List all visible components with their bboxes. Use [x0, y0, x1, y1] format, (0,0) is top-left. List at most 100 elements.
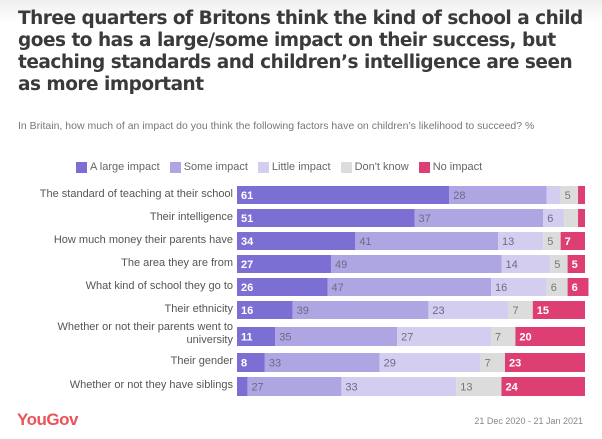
bar-row: 27 33 13 24 — [237, 377, 585, 396]
legend-label: Some impact — [183, 161, 248, 173]
data-label: 5 — [554, 259, 560, 271]
legend-label: Little impact — [271, 161, 331, 173]
bar-segment — [397, 327, 492, 346]
data-label: 23 — [432, 305, 444, 317]
data-label: 37 — [418, 213, 430, 225]
bar-segment — [449, 186, 547, 204]
bar-segment — [504, 353, 585, 372]
bar-segment — [578, 186, 585, 204]
legend-label: No impact — [432, 161, 483, 173]
bar-segment — [560, 186, 579, 204]
chart-title: Three quarters of Britons think the kind… — [18, 8, 583, 95]
legend-item[interactable]: Little impact — [257, 161, 331, 173]
bar-segment — [264, 353, 380, 372]
data-label: 35 — [279, 332, 291, 344]
category-label: Their intelligence — [149, 211, 233, 223]
legend-swatch — [257, 161, 269, 173]
data-label: 7 — [512, 305, 518, 317]
data-label: 16 — [495, 282, 507, 294]
bar-segment — [543, 232, 561, 250]
bar-segment — [237, 278, 328, 296]
data-label: 11 — [241, 332, 253, 344]
data-label: 41 — [359, 236, 371, 248]
category-label: Their gender — [170, 355, 233, 367]
bar-segment — [292, 301, 429, 319]
data-label: 29 — [384, 358, 396, 370]
bar-segment — [567, 278, 589, 296]
data-label: 20 — [519, 332, 531, 344]
data-label: 14 — [505, 259, 517, 271]
legend-swatch — [169, 161, 181, 173]
category-label: Whether or not they have siblings — [69, 379, 233, 391]
category-label: What kind of school they go to — [85, 280, 233, 292]
bar-segment — [567, 255, 585, 273]
bar-row: 27 49 14 5 5 — [237, 255, 585, 273]
data-label: 26 — [241, 282, 253, 294]
category-label: The standard of teaching at their school — [39, 188, 233, 200]
bar-segment — [355, 232, 498, 250]
bar-segment — [515, 327, 585, 346]
data-label: 6 — [551, 282, 557, 294]
bar-segment — [237, 255, 331, 273]
data-label: 27 — [241, 259, 253, 271]
bar-segment — [327, 278, 492, 296]
bar-segment — [491, 278, 547, 296]
bar-segment — [237, 301, 293, 319]
legend: A large impact Some impact Little impact Do… — [76, 160, 492, 174]
legend-item[interactable]: Don't know — [340, 161, 409, 173]
bar-row: 61 28 5 — [237, 186, 585, 204]
bar-segment — [237, 327, 276, 346]
data-label: 13 — [460, 382, 472, 394]
legend-swatch — [418, 161, 430, 173]
bar-segment — [491, 327, 516, 346]
bar-segment — [237, 353, 265, 372]
bar-segment — [501, 377, 585, 396]
data-label: 23 — [509, 358, 521, 370]
data-label: 51 — [241, 213, 253, 225]
data-label: 5 — [547, 236, 553, 248]
category-label: The area they are from — [121, 257, 233, 269]
bar-segment — [578, 209, 585, 227]
legend-label: A large impact — [90, 161, 160, 173]
bar-segment — [501, 255, 551, 273]
legend-item[interactable]: A large impact — [76, 161, 160, 173]
bar-segment — [379, 353, 481, 372]
data-label: 27 — [251, 382, 263, 394]
legend-label: Don't know — [354, 161, 409, 173]
bar-segment — [456, 377, 502, 396]
data-label: 28 — [453, 190, 465, 202]
bar-row: 8 33 29 7 23 — [237, 353, 585, 372]
category-label: How much money their parents have — [53, 234, 233, 246]
data-label: 49 — [335, 259, 347, 271]
bar-segment — [275, 327, 398, 346]
data-label: 33 — [345, 382, 357, 394]
bar-segment — [341, 377, 457, 396]
bar-segment — [237, 186, 450, 204]
bar-row: 11 35 27 7 20 — [237, 327, 585, 346]
bar-segment — [237, 377, 248, 396]
data-label: 13 — [502, 236, 514, 248]
data-label: 7 — [485, 358, 491, 370]
data-label: 47 — [331, 282, 343, 294]
bar-segment — [508, 301, 533, 319]
bar-segment — [564, 209, 579, 227]
bar-row: 16 39 23 7 15 — [237, 301, 585, 319]
bar-row: 34 41 13 5 7 — [237, 232, 585, 250]
yougov-logo: YouGov — [17, 410, 78, 429]
legend-item[interactable]: Some impact — [169, 161, 248, 173]
legend-item[interactable]: No impact — [418, 161, 483, 173]
bar-segment — [237, 232, 356, 250]
bar-segment — [546, 278, 568, 296]
data-label: 27 — [401, 332, 413, 344]
data-label: 16 — [241, 305, 253, 317]
category-label: Whether or not their parents went to uni… — [57, 321, 233, 346]
chart-subtitle: In Britain, how much of an impact do you… — [18, 120, 535, 132]
data-label: 5 — [565, 190, 571, 202]
bar-segment — [532, 301, 585, 319]
fieldwork-date-range: 21 Dec 2020 - 21 Jan 2021 — [474, 416, 583, 426]
bar-segment — [330, 255, 502, 273]
data-label: 15 — [537, 305, 549, 317]
data-label: 5 — [572, 259, 578, 271]
bar-segment — [560, 232, 585, 250]
